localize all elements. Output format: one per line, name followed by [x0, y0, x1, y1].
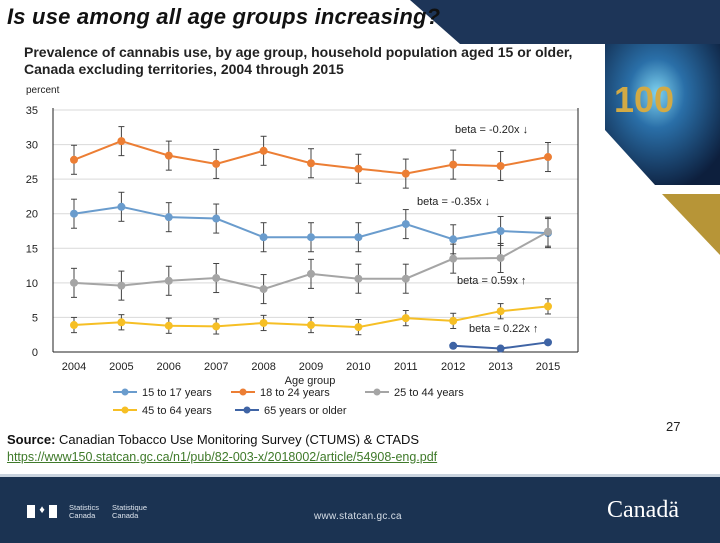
x-tick-label: 2015 [536, 361, 560, 373]
data-point [164, 276, 173, 285]
data-point [259, 233, 268, 242]
canada-wordmark: Canadä [607, 497, 679, 523]
page-number: 27 [666, 419, 681, 434]
data-point [117, 137, 126, 146]
beta-annotation: beta = -0.20x ↓ [455, 124, 528, 136]
data-point [449, 160, 458, 169]
data-point [449, 254, 458, 263]
statcan-en-line2: Canada [69, 511, 96, 520]
legend-swatch-marker [121, 406, 129, 414]
source-citation: Source: Canadian Tobacco Use Monitoring … [7, 432, 419, 447]
data-point [354, 164, 363, 173]
data-point [401, 220, 410, 229]
data-point [164, 321, 173, 330]
data-point [307, 269, 315, 278]
legend-label: 65 years or older [264, 405, 347, 417]
y-axis-unit-label: percent [26, 85, 60, 96]
data-point [354, 323, 363, 332]
data-point [354, 233, 363, 242]
y-tick-label: 30 [26, 140, 38, 152]
canada-flag-icon: ♦ [27, 504, 57, 518]
data-point [401, 169, 410, 178]
data-point [212, 322, 221, 331]
data-point [401, 314, 410, 323]
footer-bar: ♦ Statistics Canada Statistique Canada www… [0, 474, 720, 543]
statcan-name-en: Statistics Canada [69, 504, 99, 520]
x-tick-label: 2012 [441, 361, 465, 373]
data-point [70, 155, 78, 164]
x-tick-label: 2006 [157, 361, 181, 373]
data-point [70, 321, 78, 330]
x-tick-label: 2008 [251, 361, 275, 373]
beta-annotation: beta = -0.35x ↓ [417, 196, 490, 208]
data-point [544, 338, 552, 347]
data-point [544, 227, 552, 236]
beta-annotation: beta = 0.59x ↑ [457, 275, 526, 287]
y-tick-label: 35 [26, 105, 38, 117]
data-point [544, 302, 552, 311]
data-point [307, 233, 315, 242]
data-point [259, 285, 268, 294]
legend-label: 18 to 24 years [260, 387, 330, 399]
slide-title: Is use among all age groups increasing? [7, 4, 441, 29]
y-tick-label: 15 [26, 243, 38, 255]
y-tick-label: 0 [32, 347, 38, 359]
data-point [544, 153, 552, 162]
data-point [354, 274, 363, 283]
data-point [449, 316, 458, 325]
data-point [496, 253, 505, 262]
data-point [117, 281, 126, 290]
statcan-en-line1: Statistics [69, 503, 100, 512]
y-tick-label: 10 [26, 278, 38, 290]
legend-label: 15 to 17 years [142, 387, 212, 399]
x-tick-label: 2004 [62, 361, 86, 373]
data-point [70, 209, 78, 218]
data-point [496, 162, 505, 171]
source-text: Canadian Tobacco Use Monitoring Survey (… [55, 432, 420, 447]
data-point [117, 202, 126, 211]
x-tick-label: 2009 [299, 361, 323, 373]
source-link[interactable]: https://www150.statcan.gc.ca/n1/pub/82-0… [7, 450, 438, 464]
data-point [496, 307, 505, 316]
x-tick-label: 2005 [109, 361, 133, 373]
x-axis-label: Age group [285, 375, 336, 387]
x-tick-label: 2013 [488, 361, 512, 373]
y-tick-label: 20 [26, 209, 38, 221]
data-point [70, 278, 78, 287]
legend-swatch-marker [121, 388, 129, 396]
data-point [307, 159, 315, 168]
legend-swatch-marker [239, 388, 247, 396]
data-point [496, 344, 505, 353]
source-label: Source: [7, 432, 56, 447]
beta-annotation: beta = 0.22x ↑ [469, 323, 538, 335]
data-point [401, 274, 410, 283]
data-point [307, 321, 315, 330]
data-point [212, 159, 221, 168]
data-point [259, 146, 268, 155]
x-tick-label: 2010 [346, 361, 370, 373]
statcan-fr-line1: Statistique [112, 503, 148, 512]
y-tick-label: 25 [26, 174, 38, 186]
y-tick-label: 5 [32, 312, 38, 324]
data-point [164, 151, 173, 160]
data-point [117, 318, 126, 327]
data-point [212, 274, 221, 283]
legend-label: 25 to 44 years [394, 387, 464, 399]
legend-swatch-marker [243, 406, 251, 414]
statcan-fr-line2: Canada [112, 511, 139, 520]
data-point [259, 318, 268, 327]
statcan-name-fr: Statistique Canada [112, 504, 147, 520]
data-point [449, 341, 458, 350]
footer-url[interactable]: www.statcan.gc.ca [314, 511, 402, 522]
data-point [496, 227, 505, 235]
data-point [164, 213, 173, 222]
chart-title: Prevalence of cannabis use, by age group… [24, 44, 573, 77]
data-point [212, 214, 221, 223]
x-tick-label: 2007 [204, 361, 228, 373]
legend-swatch-marker [373, 388, 381, 396]
x-tick-label: 2011 [394, 361, 418, 373]
data-point [449, 235, 458, 244]
legend-label: 45 to 64 years [142, 405, 212, 417]
